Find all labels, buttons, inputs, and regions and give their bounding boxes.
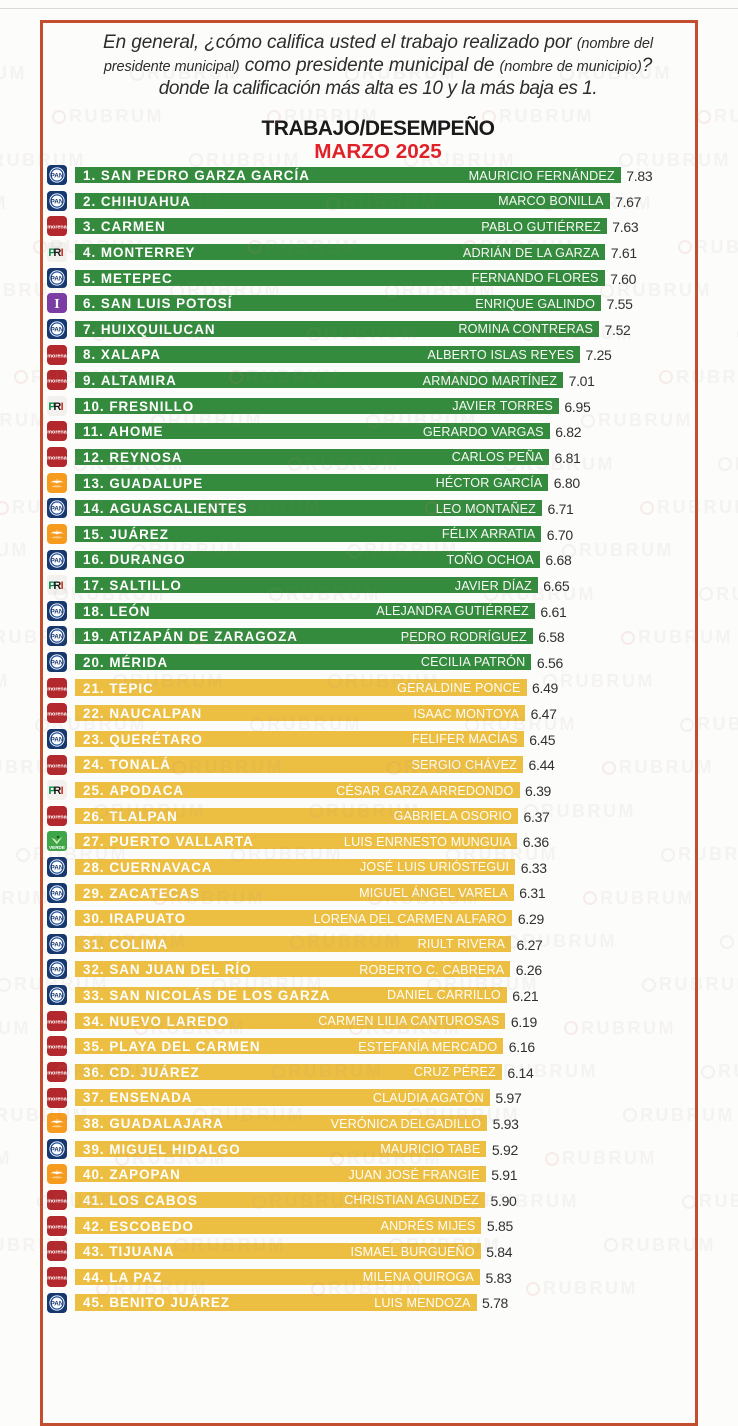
svg-text:PAN: PAN bbox=[50, 890, 63, 897]
svg-text:PAN: PAN bbox=[50, 275, 63, 282]
svg-text:morena: morena bbox=[47, 1224, 67, 1230]
svg-text:I: I bbox=[61, 247, 64, 259]
svg-text:PAN: PAN bbox=[50, 608, 63, 615]
svg-text:PAN: PAN bbox=[50, 941, 63, 948]
svg-text:VERDE: VERDE bbox=[49, 845, 65, 850]
svg-text:morena: morena bbox=[47, 1199, 67, 1205]
svg-text:PAN: PAN bbox=[50, 736, 63, 743]
svg-text:morena: morena bbox=[47, 1045, 67, 1051]
svg-text:I: I bbox=[61, 785, 64, 797]
svg-text:morena: morena bbox=[47, 379, 67, 385]
svg-text:PAN: PAN bbox=[50, 1300, 63, 1307]
svg-text:morena: morena bbox=[47, 353, 67, 359]
svg-text:PAN: PAN bbox=[50, 1146, 63, 1153]
svg-text:PAN: PAN bbox=[50, 173, 63, 180]
svg-text:P: P bbox=[48, 401, 55, 413]
svg-text:I: I bbox=[54, 297, 59, 312]
svg-text:P: P bbox=[48, 247, 55, 259]
svg-text:R: R bbox=[53, 401, 61, 413]
svg-text:morena: morena bbox=[47, 1250, 67, 1256]
svg-text:PAN: PAN bbox=[50, 864, 63, 871]
svg-text:PAN: PAN bbox=[50, 659, 63, 666]
svg-text:R: R bbox=[53, 247, 61, 259]
svg-text:morena: morena bbox=[47, 430, 67, 436]
svg-text:PAN: PAN bbox=[50, 992, 63, 999]
svg-text:PAN: PAN bbox=[50, 506, 63, 513]
svg-text:I: I bbox=[61, 580, 64, 592]
svg-text:PAN: PAN bbox=[50, 916, 63, 923]
svg-text:I: I bbox=[61, 401, 64, 413]
svg-text:morena: morena bbox=[47, 763, 67, 769]
svg-text:R: R bbox=[53, 580, 61, 592]
svg-text:morena: morena bbox=[47, 1096, 67, 1102]
svg-text:PAN: PAN bbox=[50, 557, 63, 564]
svg-text:PAN: PAN bbox=[50, 634, 63, 641]
svg-text:morena: morena bbox=[47, 712, 67, 718]
svg-text:morena: morena bbox=[47, 456, 67, 462]
svg-text:morena: morena bbox=[47, 225, 67, 231]
svg-text:morena: morena bbox=[47, 1019, 67, 1025]
svg-text:PAN: PAN bbox=[50, 326, 63, 333]
svg-text:morena: morena bbox=[47, 686, 67, 692]
svg-text:P: P bbox=[48, 580, 55, 592]
svg-text:PAN: PAN bbox=[50, 198, 63, 205]
svg-text:PAN: PAN bbox=[50, 967, 63, 974]
svg-text:R: R bbox=[53, 785, 61, 797]
svg-text:P: P bbox=[48, 785, 55, 797]
svg-text:morena: morena bbox=[47, 814, 67, 820]
svg-text:morena: morena bbox=[47, 1275, 67, 1281]
